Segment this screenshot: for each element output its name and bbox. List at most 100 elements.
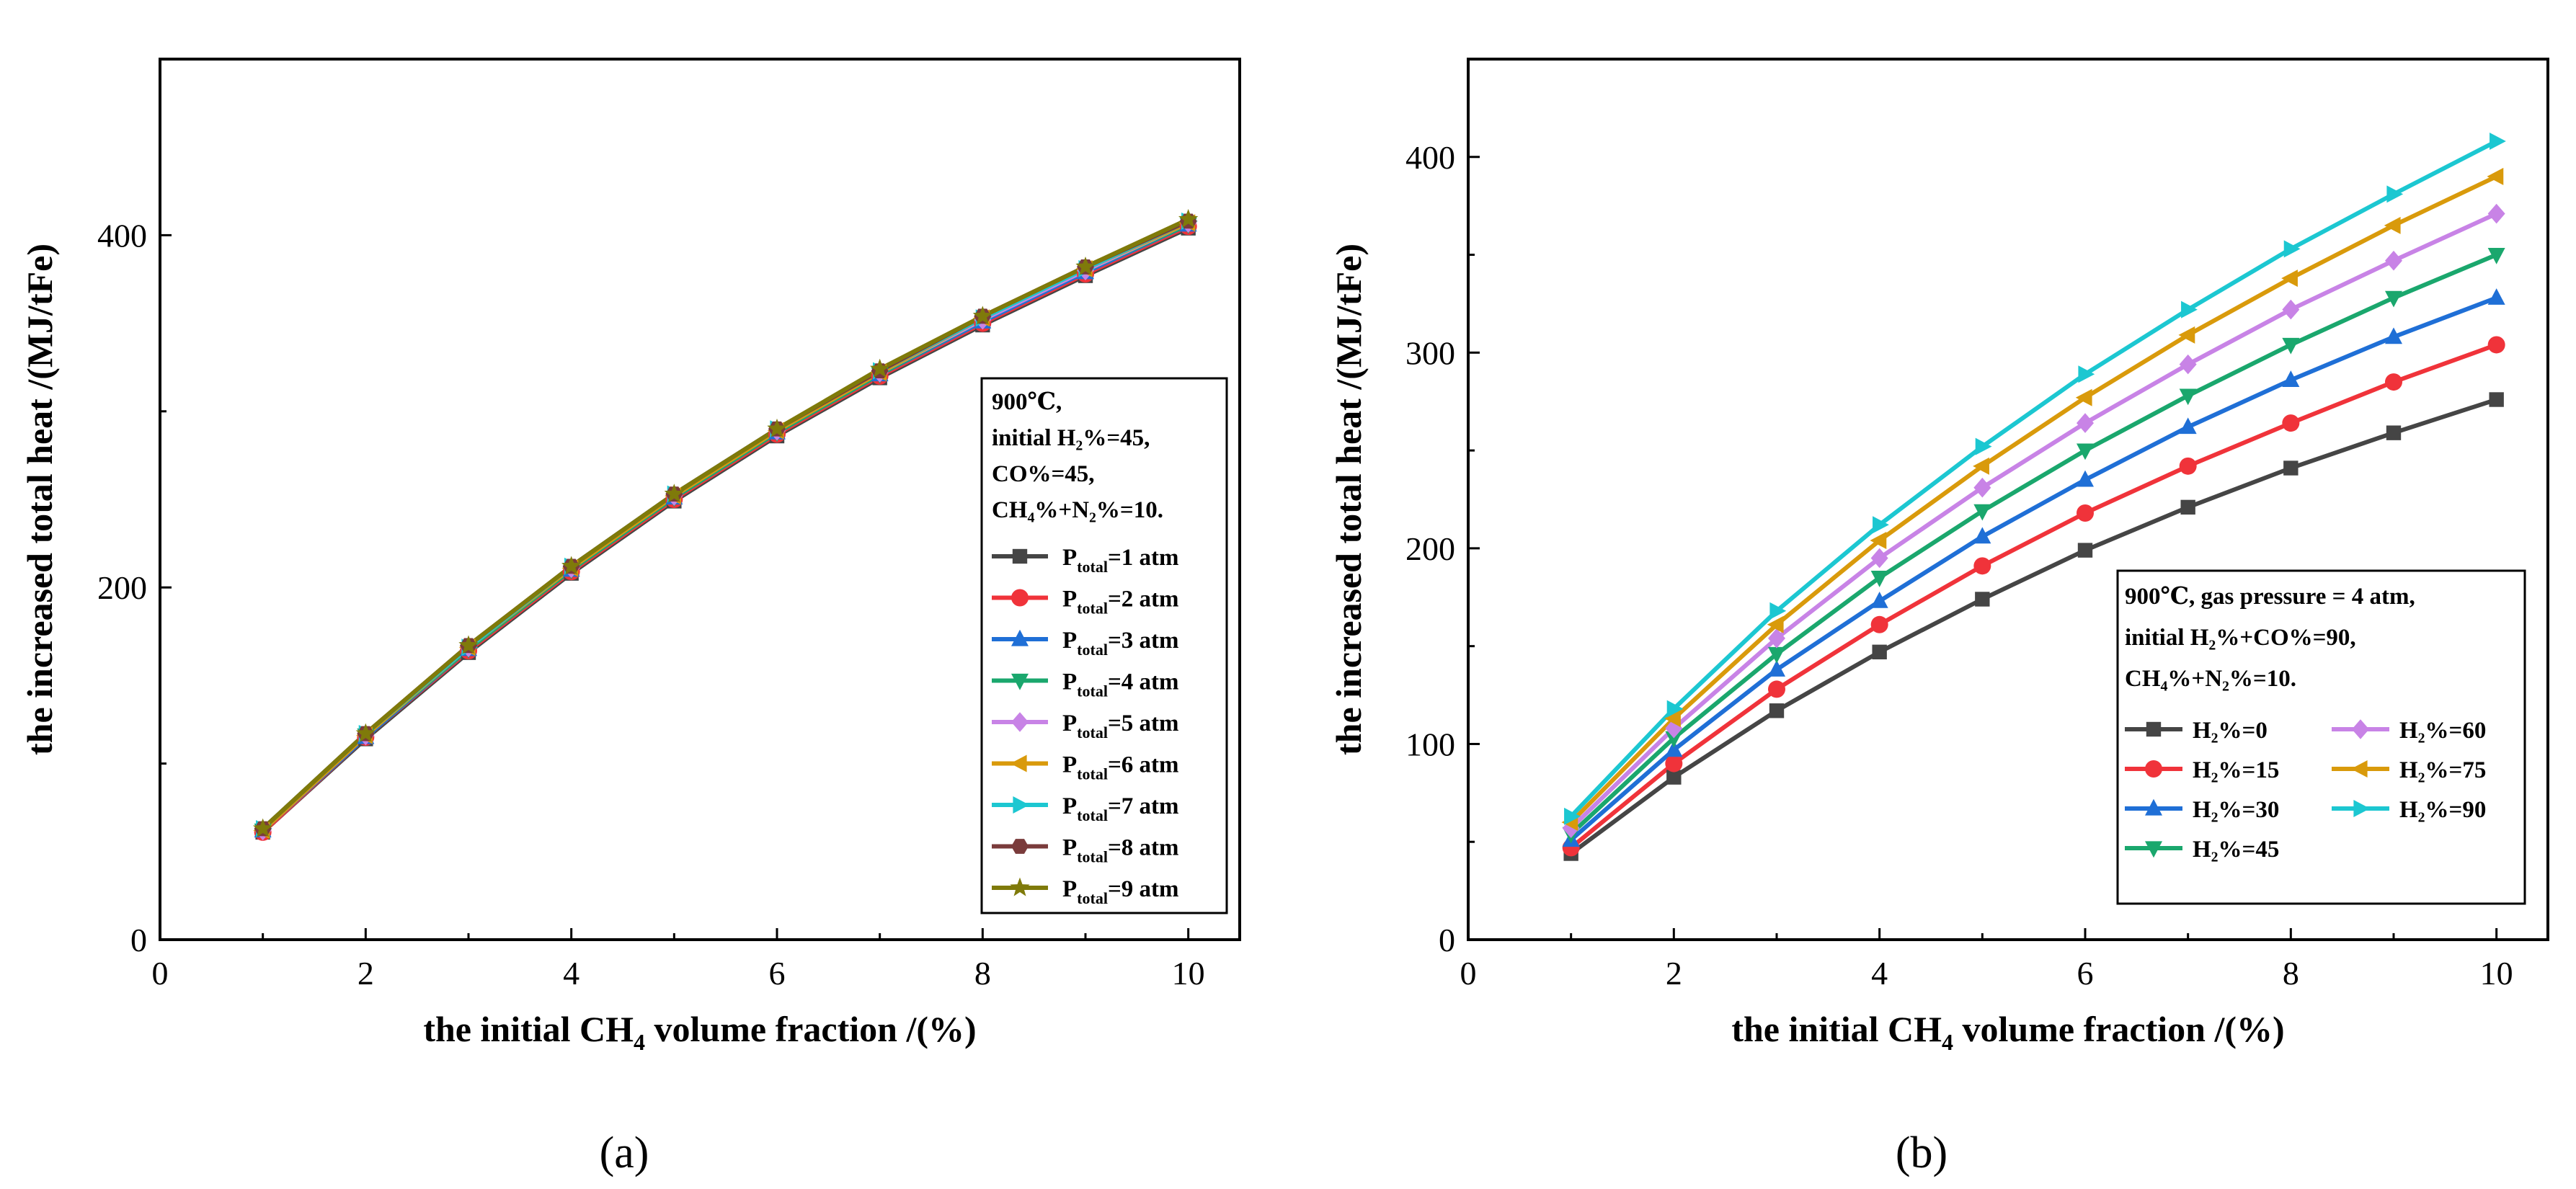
y-tick-label: 400	[1405, 139, 1455, 176]
y-axis-title-a: the increased total heat /(MJ/tFe)	[19, 244, 60, 755]
series-group-a	[252, 209, 1199, 841]
legend-items-a: Ptotal=1 atm Ptotal=2 atm Ptotal=3 atm Ptot…	[992, 545, 1178, 907]
legend-label: Ptotal=7 atm	[1062, 793, 1178, 824]
data-point	[2385, 327, 2402, 344]
data-point	[1973, 527, 1991, 544]
data-point	[458, 635, 479, 654]
legend-marker	[1010, 754, 1027, 772]
legend-a: 900℃, initial H₂%=45, CO%=45, CH₄%+N₂%=1…	[980, 377, 1228, 914]
panel-label-b: (b)	[1896, 1128, 1947, 1177]
y-tick-label: 100	[1405, 726, 1455, 762]
data-point	[1768, 680, 1785, 698]
legend-label: H₂%=90	[2399, 797, 2486, 823]
x-tick-label: 10	[1172, 955, 1205, 992]
data-point	[2077, 504, 2094, 522]
data-point	[1664, 710, 1681, 728]
data-point	[2487, 203, 2505, 224]
data-point	[1178, 209, 1199, 228]
data-point	[2179, 417, 2197, 435]
legend-marker	[1011, 673, 1029, 690]
data-point	[1564, 807, 1581, 825]
data-point	[1870, 548, 1888, 569]
data-point	[2385, 290, 2402, 308]
legend-items-b: H₂%=0 H₂%=15 H₂%=30 H₂%=45 H₂%=60 H₂%=75 H₂%=9…	[2125, 718, 2486, 863]
legend-b: 900℃, gas pressure = 4 atm, initial H₂%+…	[2116, 569, 2526, 905]
data-point	[1873, 516, 1889, 534]
x-tick-label: 8	[974, 955, 991, 992]
data-point	[561, 556, 582, 575]
y-axis-title-b: the increased total heat /(MJ/tFe)	[1328, 244, 1369, 755]
series-line	[1569, 139, 2498, 818]
data-point	[869, 358, 890, 378]
data-point	[2178, 326, 2195, 344]
series-line	[1569, 295, 2497, 842]
x-tick-label: 8	[2283, 955, 2299, 992]
x-tick-label: 4	[563, 955, 579, 992]
data-point	[1975, 592, 1990, 607]
series-line	[1569, 397, 2497, 855]
legend-marker	[1012, 548, 1028, 564]
x-tick-label: 10	[2480, 955, 2513, 992]
data-point	[2487, 167, 2504, 185]
data-point	[1665, 731, 1683, 748]
legend-marker	[2145, 760, 2162, 778]
data-point	[252, 818, 273, 837]
data-point	[1870, 615, 1888, 633]
legend-label: Ptotal=1 atm	[1062, 545, 1178, 576]
data-point	[2283, 240, 2301, 258]
data-point	[2077, 470, 2094, 487]
legend-marker	[2146, 721, 2162, 737]
data-point	[2181, 300, 2198, 319]
legend-marker	[2352, 719, 2369, 739]
legend-marker	[1011, 839, 1029, 854]
legend-marker	[2350, 760, 2368, 778]
panel-label-a: (a)	[600, 1128, 649, 1177]
data-point	[2489, 392, 2504, 407]
legend-label: Ptotal=8 atm	[1062, 835, 1178, 866]
legend-marker	[2145, 798, 2162, 816]
y-tick-label: 400	[97, 217, 147, 254]
series-group-b	[1561, 133, 2506, 861]
legend-title-b-line1: 900℃, gas pressure = 4 atm,	[2125, 584, 2415, 610]
legend-title-a-line2: initial H₂%=45,	[992, 425, 1150, 451]
data-point	[2490, 133, 2506, 151]
x-tick-label: 0	[152, 955, 169, 992]
data-point	[2386, 185, 2404, 203]
data-point	[2283, 460, 2299, 476]
x-tick-label: 6	[769, 955, 786, 992]
x-tick-label: 6	[2077, 955, 2094, 992]
data-point	[2179, 388, 2197, 406]
data-point	[1665, 754, 1683, 772]
legend-marker	[1013, 796, 1030, 814]
legend-label: Ptotal=3 atm	[1062, 628, 1178, 659]
series-line	[1569, 342, 2497, 850]
data-point	[2077, 543, 2093, 558]
data-point	[2282, 414, 2300, 432]
data-point	[1075, 256, 1096, 276]
legend-label: H₂%=15	[2193, 757, 2279, 783]
data-point	[1872, 644, 1887, 660]
legend-label: Ptotal=4 atm	[1062, 669, 1178, 700]
x-tick-label: 4	[1871, 955, 1888, 992]
y-tick-label: 200	[97, 569, 147, 606]
legend-label: Ptotal=6 atm	[1062, 752, 1178, 783]
data-point	[2078, 365, 2095, 383]
legend-label: H₂%=45	[2193, 837, 2279, 863]
series-line	[1569, 174, 2497, 824]
data-point	[1768, 628, 1785, 649]
y-tick-label: 0	[1439, 922, 1455, 958]
x-tick-label: 0	[1460, 955, 1477, 992]
data-point	[1768, 660, 1785, 677]
legend-label: Ptotal=9 atm	[1062, 876, 1178, 907]
data-point	[1973, 457, 1989, 475]
data-point	[2077, 413, 2094, 433]
data-point	[2075, 388, 2092, 406]
legend-marker	[1011, 712, 1029, 732]
data-point	[355, 723, 376, 742]
y-tick-label: 0	[130, 922, 147, 958]
x-axis-title-b: the initial CH4 volume fraction /(%)	[1731, 1009, 2284, 1055]
legend-marker	[1011, 589, 1029, 607]
tick-group-a: 0 2 4 6 8 10 0 200 400	[97, 217, 1205, 992]
data-point	[1768, 646, 1785, 664]
